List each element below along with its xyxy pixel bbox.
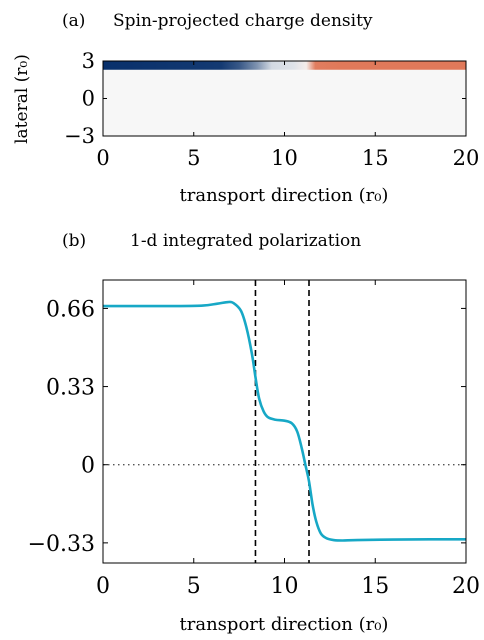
panel-b-xlabel: transport direction (r₀) — [180, 614, 389, 635]
panel-a-label: (a) — [62, 11, 85, 31]
b-ytick-label-3: −0.33 — [28, 532, 95, 557]
a-ytick-label-1: 0 — [82, 87, 95, 111]
panel-a-title: Spin-projected charge density — [113, 11, 373, 31]
panel-a: (a) Spin-projected charge density 0 5 10 15… — [12, 11, 479, 206]
panel-a-ylabel: lateral (r₀) — [12, 54, 32, 144]
panel-a-ticks: 0 5 10 15 20−303 — [64, 49, 479, 170]
panel-b-title: 1-d integrated polarization — [130, 231, 361, 251]
heatmap-background — [103, 61, 466, 136]
a-xtick-label-2: 10 — [271, 146, 298, 170]
a-xtick-label-4: 20 — [453, 146, 480, 170]
panel-b: (b) 1-d integrated polarization 0 5 10 15 20… — [28, 231, 480, 635]
panel-a-ylabel-text: lateral (r₀) — [12, 54, 32, 144]
b-ytick-label-2: 0 — [81, 454, 95, 479]
b-xtick-label-1: 5 — [187, 574, 201, 599]
b-xtick-label-3: 15 — [361, 574, 389, 599]
panel-b-ticks: 0 5 10 15 200.660.330−0.33 — [28, 280, 480, 599]
heatmap-stripe — [103, 61, 466, 70]
a-xtick-label-3: 15 — [362, 146, 389, 170]
b-ytick-label-0: 0.66 — [46, 297, 95, 322]
b-xtick-label-0: 0 — [96, 574, 110, 599]
b-xtick-label-4: 20 — [452, 574, 480, 599]
a-ytick-label-2: 3 — [82, 49, 95, 73]
panel-b-label: (b) — [62, 231, 86, 251]
polarization-curve — [102, 300, 467, 542]
a-xtick-label-1: 5 — [187, 146, 200, 170]
b-ytick-label-1: 0.33 — [46, 376, 95, 401]
a-xtick-label-0: 0 — [96, 146, 109, 170]
panel-a-xlabel: transport direction (r₀) — [180, 185, 389, 206]
b-xtick-label-2: 10 — [271, 574, 299, 599]
a-ytick-label-0: −3 — [64, 124, 95, 148]
panel-b-reference-lines — [103, 280, 466, 563]
